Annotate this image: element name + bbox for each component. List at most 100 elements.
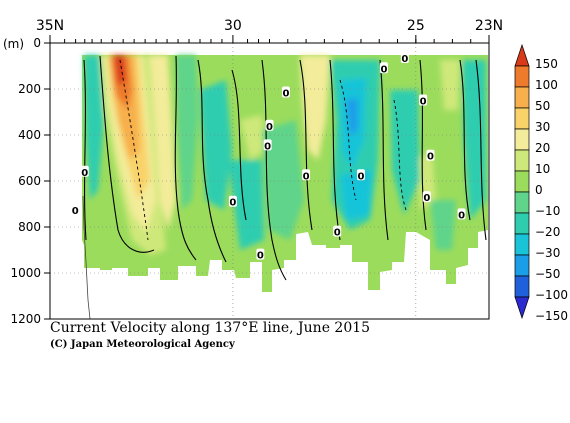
x-tick-label: 25 [407,18,425,34]
contour-label: 0 [303,171,310,182]
contour-label: 0 [458,210,465,221]
contour-label: 0 [423,193,430,204]
negative-band-j [462,60,486,220]
contour-label: 0 [334,228,341,239]
colorbar-bin [514,275,530,298]
contour-zero-line [83,59,87,241]
contour-label: 0 [81,168,88,179]
contour-label: 0 [282,88,289,99]
colorbar-label: −50 [535,267,560,281]
colorbar-bin [514,128,530,151]
positive-band-b [150,55,176,230]
contour-negative-line [339,79,357,201]
colorbar-label: 100 [535,78,558,92]
contour-zero-line [231,69,247,221]
x-axis: 35N 30 25 23N [36,18,503,43]
y-tick-label: 800 [18,220,41,234]
colorbar-label: 20 [535,141,550,155]
colorbar-label: −20 [535,225,560,239]
x-tick-label: 30 [224,18,242,34]
contour-label: 0 [264,141,271,152]
contour-label-bg [265,119,274,131]
y-tick-label: 0 [33,36,41,50]
y-tick-label: 1000 [10,266,41,280]
contour-label: 0 [257,251,264,262]
colorbar-bin [514,233,530,256]
colorbar-bin [514,65,530,88]
colorbar-label: −100 [535,288,568,302]
colorbar-label: 0 [535,183,543,197]
contour-label: 0 [420,97,427,108]
velocity-field [84,55,486,255]
contour-negative-line [119,59,149,241]
contour-label: 0 [381,64,388,75]
bottom-topography-line [82,195,91,319]
copyright-credit: (C) Japan Meteorological Agency [50,339,235,350]
colorbar-bin [514,107,530,130]
colorbar-bin [514,149,530,172]
contour-zero-line [261,59,287,281]
x-tick-label: 23N [475,18,503,34]
contour-zero-line [329,59,341,241]
positive-band-e [440,60,460,110]
contour-label-bg [419,94,428,106]
colorbar-label: 30 [535,120,550,134]
contour-lines [83,55,487,281]
contour-label-bg [228,195,237,207]
colorbar-label: 10 [535,162,550,176]
contour-label: 0 [357,171,364,182]
contour-zero-line [379,59,389,241]
contour-label-group: 0 0 0 0 0 0 0 0 0 0 0 0 0 0 0 0 [71,51,466,262]
positive-band-d [240,115,266,160]
contour-label: 0 [266,122,273,133]
negative-band-c [200,80,232,210]
y-axis: 0 200 400 600 800 1000 1200 [10,36,50,326]
contour-label-bg [426,149,435,161]
negative-band-g [346,98,358,136]
contour-zero-line [299,59,313,231]
contour-zero-line [475,59,487,241]
contour-zero-line [99,55,155,253]
negative-band-d [262,120,304,240]
contour-negative-line [393,99,407,211]
contour-label-bg [281,86,290,98]
colorbar-label: −30 [535,246,560,260]
contour-label-bg [457,208,466,220]
colorbar-bin [514,43,530,67]
negative-band-i [390,90,420,215]
colorbar-bin [514,191,530,214]
contour-label-bg [302,169,311,181]
colorbar-bin [514,212,530,235]
contour-zero-line [197,59,227,263]
colorbar-label: 150 [535,57,558,71]
y-tick-label: 400 [18,128,41,142]
y-unit-label: (m) [3,37,24,51]
contour-zero-line [419,59,427,231]
contour-label-bg [380,62,389,74]
y-tick-label: 1200 [10,312,41,326]
contour-label-bg [422,191,431,203]
contour-label-bg [356,169,365,181]
colorbar-bin [514,254,530,277]
colorbar-label: −10 [535,204,560,218]
contour-label: 0 [229,198,236,209]
colorbar-label: 50 [535,99,550,113]
x-tick-label: 35N [36,18,64,34]
positive-band-c [300,55,330,160]
y-tick-label: 600 [18,174,41,188]
station-ticks [64,39,472,43]
colorbar-bin [514,170,530,193]
contour-label-bg [256,248,265,260]
negative-band-a [84,55,104,200]
negative-band-b [176,55,198,210]
contour-label: 0 [72,206,79,217]
contour-label-bg [333,225,342,237]
colorbar-label: −150 [535,309,568,323]
negative-band-l [430,200,456,250]
contour-zero-line [459,59,471,221]
colorbar-bin [514,86,530,109]
contour-label: 0 [427,152,434,163]
negative-band-k [228,160,264,250]
